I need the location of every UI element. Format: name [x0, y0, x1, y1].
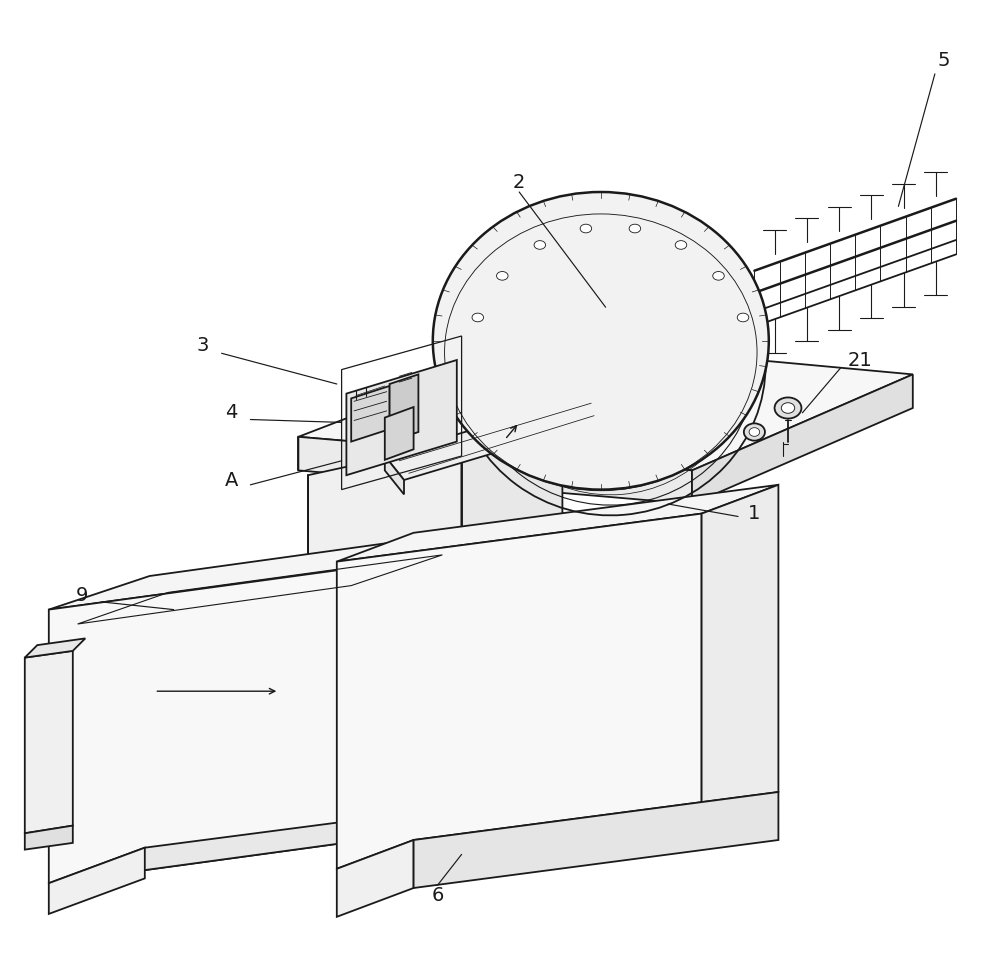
Text: 1: 1	[748, 504, 761, 523]
Ellipse shape	[497, 272, 508, 280]
Polygon shape	[49, 566, 366, 883]
Polygon shape	[385, 407, 414, 460]
Polygon shape	[692, 374, 913, 504]
Text: 9: 9	[76, 586, 89, 605]
Text: 5: 5	[937, 51, 950, 70]
Polygon shape	[702, 485, 778, 821]
Polygon shape	[25, 651, 73, 833]
Polygon shape	[298, 437, 692, 504]
Polygon shape	[385, 456, 404, 494]
Ellipse shape	[675, 241, 687, 250]
Polygon shape	[298, 341, 913, 470]
Polygon shape	[390, 374, 418, 442]
Text: 3: 3	[196, 336, 209, 355]
Polygon shape	[351, 386, 390, 442]
Ellipse shape	[629, 225, 641, 233]
Ellipse shape	[744, 423, 765, 441]
Polygon shape	[462, 422, 562, 581]
Polygon shape	[337, 792, 778, 869]
Ellipse shape	[580, 225, 592, 233]
Polygon shape	[337, 485, 778, 562]
Ellipse shape	[737, 313, 749, 322]
Ellipse shape	[749, 428, 760, 436]
Text: 2: 2	[513, 173, 525, 192]
Polygon shape	[49, 806, 462, 883]
Polygon shape	[49, 848, 145, 914]
Text: 21: 21	[848, 350, 872, 370]
Polygon shape	[337, 514, 702, 869]
Ellipse shape	[713, 272, 724, 280]
Ellipse shape	[775, 397, 801, 419]
Polygon shape	[346, 360, 457, 475]
Ellipse shape	[472, 313, 484, 322]
Text: 4: 4	[225, 403, 237, 422]
Polygon shape	[25, 638, 85, 658]
Text: 6: 6	[431, 886, 444, 905]
Polygon shape	[337, 840, 414, 917]
Polygon shape	[49, 533, 462, 610]
Polygon shape	[385, 398, 596, 480]
Ellipse shape	[781, 403, 795, 413]
Polygon shape	[308, 442, 462, 614]
Ellipse shape	[433, 192, 769, 490]
Polygon shape	[25, 826, 73, 850]
Text: A: A	[225, 470, 238, 490]
Polygon shape	[414, 792, 778, 888]
Ellipse shape	[534, 241, 546, 250]
